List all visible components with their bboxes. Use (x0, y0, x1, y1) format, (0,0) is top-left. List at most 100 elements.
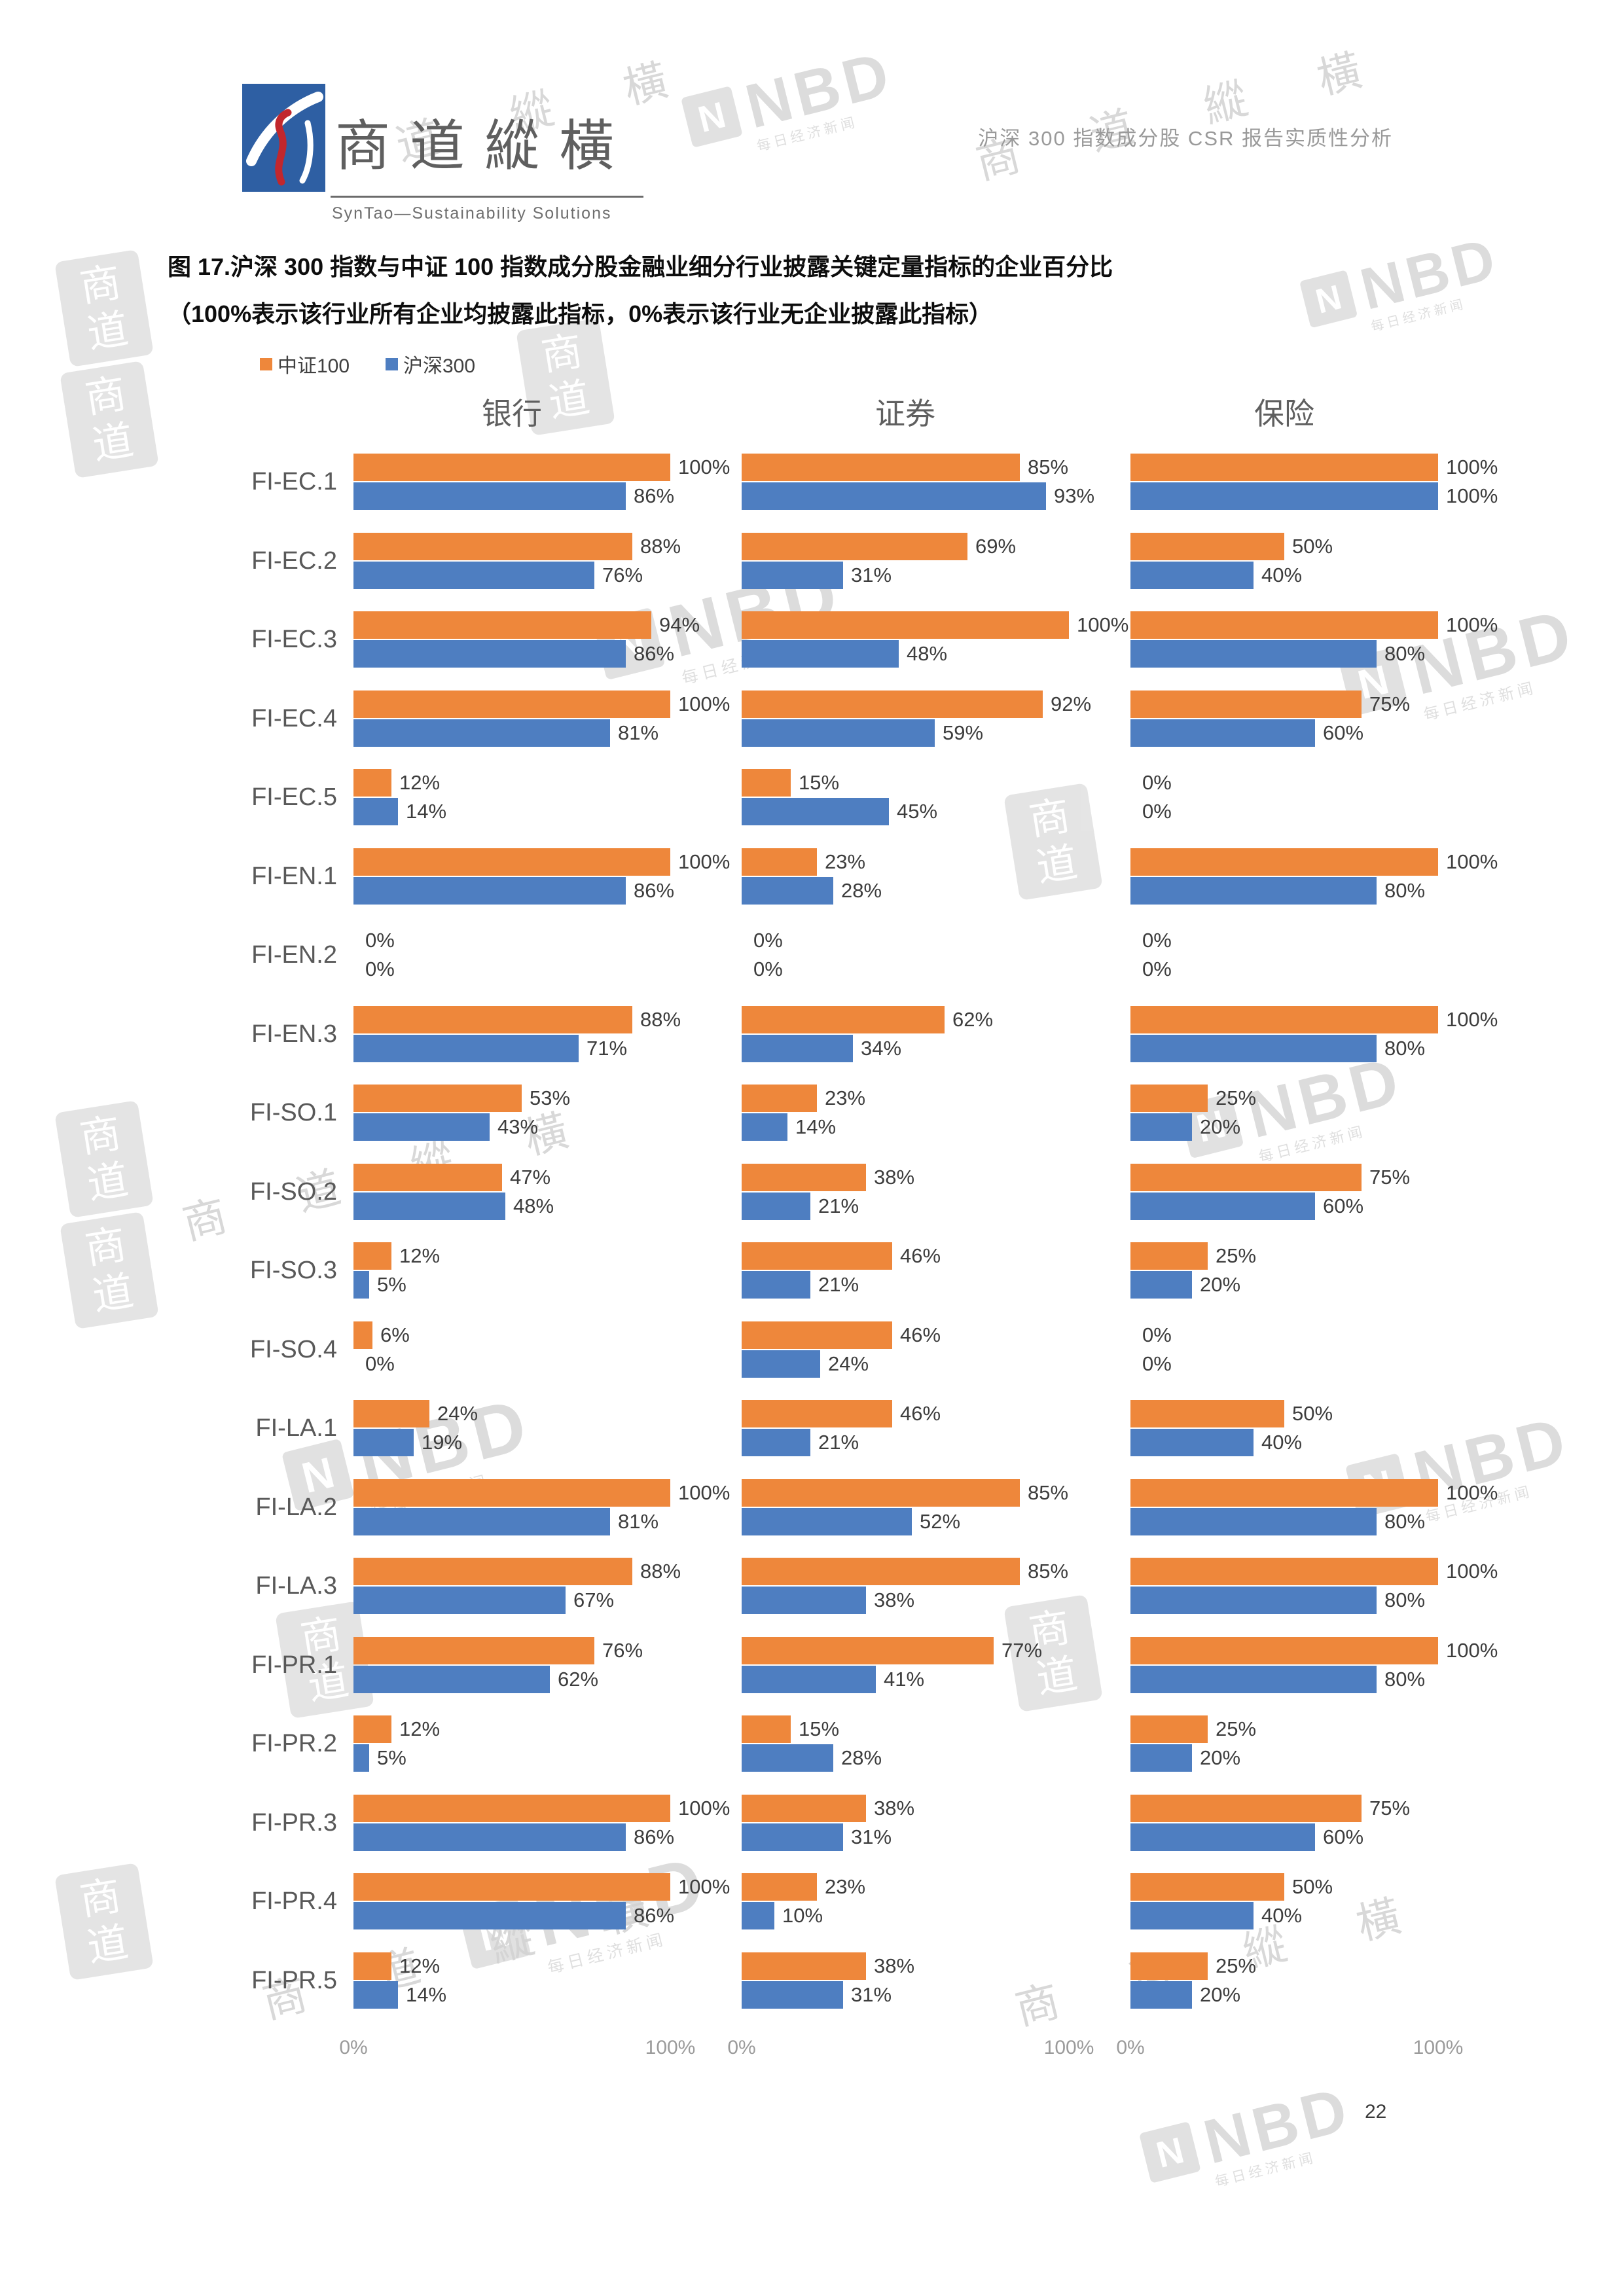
bar-zhongzheng100-FI-EN.3 (742, 1005, 945, 1033)
bar-value-label: 12% (399, 771, 441, 794)
bar-hushen300-FI-EC.1 (353, 482, 626, 510)
bar-zhongzheng100-FI-PR.4 (742, 1873, 817, 1901)
row-label-FI-PR.4: FI-PR.4 (251, 1888, 337, 1915)
bar-value-label: 6% (380, 1323, 410, 1346)
bar-value-label: 77% (1001, 1638, 1043, 1662)
bar-hushen300-FI-LA.1 (1130, 1429, 1254, 1456)
bar-value-label: 31% (851, 563, 892, 586)
bar-value-label: 86% (634, 484, 675, 507)
column-header-0: 银行 (482, 397, 542, 431)
bar-zhongzheng100-FI-EC.4 (742, 690, 1043, 718)
row-label-FI-PR.1: FI-PR.1 (251, 1651, 337, 1679)
bar-zhongzheng100-FI-PR.3 (1130, 1794, 1362, 1822)
bar-value-label: 43% (497, 1115, 539, 1138)
bar-zhongzheng100-FI-EC.2 (742, 532, 967, 560)
row-label-FI-EC.3: FI-EC.3 (251, 626, 337, 653)
bar-value-label: 38% (874, 1165, 915, 1189)
bar-value-label: 100% (1446, 850, 1498, 873)
bar-hushen300-FI-LA.1 (353, 1429, 414, 1456)
bar-hushen300-FI-EN.3 (353, 1034, 579, 1062)
bar-zhongzheng100-FI-PR.5 (353, 1952, 391, 1980)
bar-value-label: 0% (753, 958, 783, 980)
bar-value-label: 53% (530, 1086, 571, 1109)
bar-value-label: 86% (634, 1825, 675, 1848)
bar-hushen300-FI-EC.5 (353, 798, 398, 825)
bar-zhongzheng100-FI-PR.2 (742, 1715, 791, 1743)
bar-hushen300-FI-PR.1 (1130, 1665, 1377, 1693)
bar-zhongzheng100-FI-LA.1 (742, 1400, 892, 1427)
axis-min-label-0: 0% (339, 2037, 368, 2058)
bar-value-label: 10% (782, 1904, 823, 1927)
bar-zhongzheng100-FI-EC.4 (1130, 690, 1362, 718)
bar-hushen300-FI-EC.2 (1130, 561, 1254, 589)
bar-hushen300-FI-EC.2 (742, 561, 843, 589)
bar-zhongzheng100-FI-PR.2 (1130, 1715, 1208, 1743)
bar-value-label: 93% (1054, 484, 1095, 507)
bar-value-label: 23% (825, 1875, 866, 1898)
row-label-FI-SO.4: FI-SO.4 (249, 1335, 337, 1363)
bar-value-label: 0% (1142, 771, 1172, 794)
bar-value-label: 76% (602, 563, 643, 586)
row-label-FI-LA.1: FI-LA.1 (255, 1414, 337, 1442)
logo-divider (331, 196, 643, 198)
bar-value-label: 85% (1028, 1560, 1069, 1583)
bar-value-label: 85% (1028, 456, 1069, 478)
legend-swatch-hushen300 (386, 358, 398, 370)
bar-zhongzheng100-FI-EC.2 (353, 532, 632, 560)
bar-value-label: 80% (1384, 1036, 1426, 1060)
bar-value-label: 100% (678, 1796, 731, 1820)
bar-zhongzheng100-FI-PR.4 (353, 1873, 670, 1901)
row-label-FI-EC.1: FI-EC.1 (251, 468, 337, 495)
bar-value-label: 15% (799, 771, 840, 794)
bar-value-label: 38% (874, 1954, 915, 1977)
row-label-FI-EC.2: FI-EC.2 (251, 547, 337, 575)
bar-zhongzheng100-FI-EC.3 (742, 611, 1069, 639)
bar-hushen300-FI-SO.2 (1130, 1192, 1315, 1220)
bar-value-label: 100% (1077, 613, 1129, 636)
bar-value-label: 81% (618, 721, 659, 744)
bar-value-label: 100% (1446, 456, 1498, 478)
axis-min-label-1: 0% (727, 2037, 756, 2058)
row-label-FI-EC.4: FI-EC.4 (251, 704, 337, 732)
bar-value-label: 94% (659, 613, 700, 636)
logo-tagline: SynTao—Sustainability Solutions (332, 204, 612, 223)
bar-hushen300-FI-SO.1 (353, 1113, 490, 1141)
bar-hushen300-FI-PR.4 (742, 1902, 774, 1929)
bar-hushen300-FI-EC.1 (1130, 482, 1438, 510)
bar-value-label: 40% (1261, 1904, 1303, 1927)
bar-value-label: 86% (634, 878, 675, 902)
bar-value-label: 47% (510, 1165, 551, 1189)
bar-hushen300-FI-EC.3 (353, 640, 626, 668)
bar-hushen300-FI-PR.5 (742, 1981, 843, 2009)
bar-hushen300-FI-EC.4 (1130, 719, 1315, 747)
bar-hushen300-FI-EC.1 (742, 482, 1046, 510)
row-label-FI-SO.3: FI-SO.3 (249, 1257, 337, 1284)
bar-value-label: 45% (897, 800, 938, 823)
bar-zhongzheng100-FI-SO.2 (1130, 1163, 1362, 1191)
row-label-FI-LA.2: FI-LA.2 (255, 1493, 337, 1521)
bar-zhongzheng100-FI-PR.5 (1130, 1952, 1208, 1980)
bar-value-label: 14% (406, 1982, 447, 2006)
bar-hushen300-FI-EN.1 (1130, 876, 1377, 905)
axis-max-label-2: 100% (1413, 2037, 1464, 2058)
bar-value-label: 12% (399, 1954, 441, 1977)
bar-value-label: 100% (678, 456, 731, 478)
bar-value-label: 24% (437, 1402, 478, 1425)
bar-hushen300-FI-PR.2 (1130, 1744, 1192, 1772)
bar-value-label: 5% (377, 1746, 406, 1769)
figure-title-line2: （100%表示该行业所有企业均披露此指标，0%表示该行业无企业披露此指标） (168, 300, 993, 327)
bar-hushen300-FI-PR.2 (353, 1744, 369, 1772)
bar-hushen300-FI-LA.2 (1130, 1507, 1377, 1535)
bar-value-label: 25% (1216, 1086, 1257, 1109)
bar-value-label: 80% (1384, 878, 1426, 902)
bar-value-label: 52% (920, 1509, 961, 1533)
bar-zhongzheng100-FI-EC.3 (353, 611, 651, 639)
bar-value-label: 25% (1216, 1244, 1257, 1267)
bar-value-label: 75% (1369, 1796, 1411, 1820)
bar-zhongzheng100-FI-EC.1 (353, 454, 670, 481)
bar-hushen300-FI-EN.1 (353, 876, 626, 905)
bar-hushen300-FI-PR.4 (353, 1902, 626, 1929)
figure-title: 图 17.沪深 300 指数与中证 100 指数成分股金融业细分行业披露关键定量… (168, 243, 1483, 338)
bar-hushen300-FI-PR.3 (1130, 1823, 1315, 1851)
